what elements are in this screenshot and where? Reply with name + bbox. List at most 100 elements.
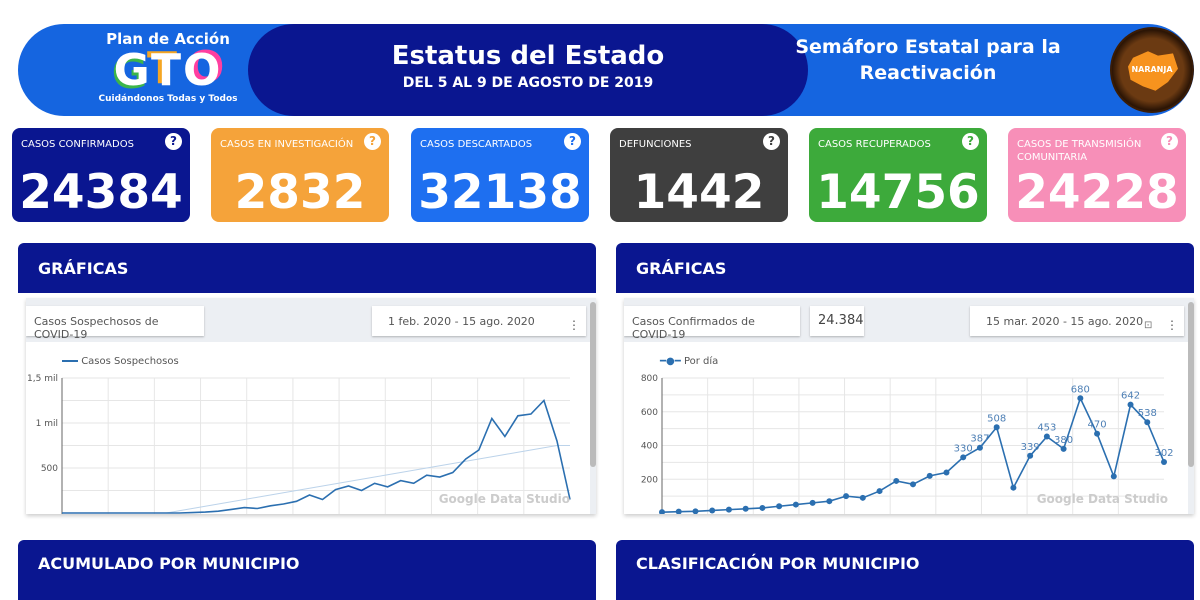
scrollbar[interactable] — [1188, 302, 1194, 467]
help-icon[interactable]: ? — [763, 133, 780, 150]
data-point — [843, 493, 850, 500]
data-label: 302 — [1154, 448, 1173, 459]
y-tick-label: 400 — [641, 442, 658, 452]
page-title: Estatus del Estado — [391, 41, 665, 71]
stat-value: 1442 — [633, 165, 765, 220]
help-icon[interactable]: ? — [165, 133, 182, 150]
data-label: 470 — [1088, 420, 1107, 431]
help-icon[interactable]: ? — [962, 133, 979, 150]
stat-card: CASOS CONFIRMADOS ? 24384 — [12, 128, 190, 222]
help-icon[interactable]: ? — [564, 133, 581, 150]
data-point — [826, 498, 833, 505]
data-point — [876, 488, 883, 495]
stat-label: CASOS EN INVESTIGACIÓN — [220, 139, 354, 150]
stat-value: 2832 — [234, 165, 366, 220]
municipio-classification-header: CLASIFICACIÓN POR MUNICIPIO — [616, 540, 1194, 600]
data-point — [692, 508, 699, 514]
left-chart-title: Casos Sospechosos de COVID-19 — [26, 306, 204, 341]
data-point — [910, 481, 916, 488]
date-subtitle: DEL 5 AL 9 DE AGOSTO DE 2019 — [402, 75, 654, 91]
data-point — [1161, 459, 1167, 466]
stat-value: 24228 — [1015, 165, 1179, 220]
logo-subtitle: Cuidándonos Todas y Todos — [98, 94, 238, 104]
right-chart-panel: Casos Confirmados de COVID-19 24.384 15 … — [624, 298, 1194, 514]
legend-item: ━●━ Por día — [660, 356, 719, 367]
stat-value: 24384 — [19, 165, 183, 220]
right-chart-title: Casos Confirmados de COVID-19 — [624, 306, 800, 341]
data-point — [809, 499, 816, 506]
data-point — [709, 507, 716, 514]
data-label: 380 — [1054, 435, 1073, 446]
left-panel-header: GRÁFICAS — [18, 243, 596, 293]
semaforo-badge: NARANJA — [1110, 27, 1194, 113]
explore-icon[interactable]: ⊡ — [1144, 320, 1153, 331]
semaforo-title: Semáforo Estatal para la Reactivación — [795, 36, 1061, 84]
stat-label: CASOS DE TRANSMISIÓN COMUNITARIA — [1017, 139, 1142, 163]
data-point — [960, 454, 967, 461]
municipio-accumulated-header: ACUMULADO POR MUNICIPIO — [18, 540, 596, 600]
help-icon[interactable]: ? — [1161, 133, 1178, 150]
stat-label: CASOS CONFIRMADOS — [21, 139, 134, 150]
data-point — [1027, 452, 1034, 459]
stat-value: 32138 — [418, 165, 582, 220]
data-point — [993, 424, 1000, 431]
left-date-range-picker[interactable]: 1 feb. 2020 - 15 ago. 2020 — [372, 306, 586, 336]
y-tick-label: 600 — [641, 408, 658, 418]
data-point — [1127, 401, 1134, 408]
stat-card: CASOS EN INVESTIGACIÓN ? 2832 — [211, 128, 389, 222]
plan-gto-logo: Plan de Acción GTO Cuidándonos Todas y T… — [78, 30, 258, 104]
y-tick-label: 1,5 mil — [27, 374, 58, 384]
more-options-icon[interactable]: ⋮ — [568, 318, 580, 332]
data-point — [1094, 430, 1101, 437]
data-point — [725, 506, 732, 513]
data-point — [659, 509, 665, 514]
stat-label: CASOS RECUPERADOS — [818, 139, 931, 150]
data-point — [859, 494, 866, 501]
stat-card: DEFUNCIONES ? 1442 — [610, 128, 788, 222]
data-point — [1043, 433, 1050, 440]
data-label: 680 — [1071, 384, 1090, 395]
stat-card: CASOS DESCARTADOS ? 32138 — [411, 128, 589, 222]
data-label: 453 — [1037, 423, 1056, 434]
y-tick-label: 500 — [41, 464, 58, 474]
data-point — [976, 444, 983, 451]
scrollbar[interactable] — [590, 302, 596, 467]
data-point — [893, 477, 900, 484]
left-line-chart: 500 1 mil 1,5 mil — [27, 374, 571, 514]
data-point — [1060, 445, 1067, 452]
legend-item: Casos Sospechosos — [62, 356, 179, 367]
right-chart-area: ━●━ Por día 200 400 600 800 330 387 508 339 453 3… — [624, 342, 1188, 514]
data-point — [1144, 419, 1151, 426]
help-icon[interactable]: ? — [364, 133, 381, 150]
data-label: 642 — [1121, 391, 1140, 402]
more-options-icon[interactable]: ⋮ — [1166, 318, 1178, 332]
header-banner: Plan de Acción GTO Cuidándonos Todas y T… — [18, 24, 1194, 116]
data-point — [1110, 473, 1117, 480]
series-line — [62, 398, 571, 514]
data-label: 508 — [987, 413, 1006, 424]
status-title-block: Estatus del Estado DEL 5 AL 9 DE AGOSTO … — [248, 24, 808, 116]
data-point — [1010, 484, 1017, 491]
data-label: 387 — [970, 434, 989, 445]
semaforo-level: NARANJA — [1131, 65, 1173, 74]
stat-label: DEFUNCIONES — [619, 139, 692, 150]
y-tick-label: 800 — [641, 374, 658, 384]
data-point — [1077, 395, 1084, 402]
data-point — [926, 472, 933, 479]
right-date-range-picker[interactable]: 15 mar. 2020 - 15 ago. 2020 — [970, 306, 1184, 336]
data-point — [759, 504, 766, 511]
logo-main-text: GTO — [113, 45, 223, 96]
data-label: 330 — [954, 443, 973, 454]
y-tick-label: 200 — [641, 475, 658, 485]
data-point — [943, 469, 950, 476]
right-panel-header: GRÁFICAS — [616, 243, 1194, 293]
stat-label: CASOS DESCARTADOS — [420, 139, 533, 150]
watermark: Google Data Studio — [438, 492, 570, 506]
stat-card: CASOS DE TRANSMISIÓN COMUNITARIA ? 24228 — [1008, 128, 1186, 222]
logo-top-text: Plan de Acción — [106, 30, 230, 48]
data-point — [675, 508, 682, 514]
y-tick-label: 1 mil — [36, 419, 58, 429]
total-confirmed-value: 24.384 — [810, 306, 864, 336]
stat-card: CASOS RECUPERADOS ? 14756 — [809, 128, 987, 222]
